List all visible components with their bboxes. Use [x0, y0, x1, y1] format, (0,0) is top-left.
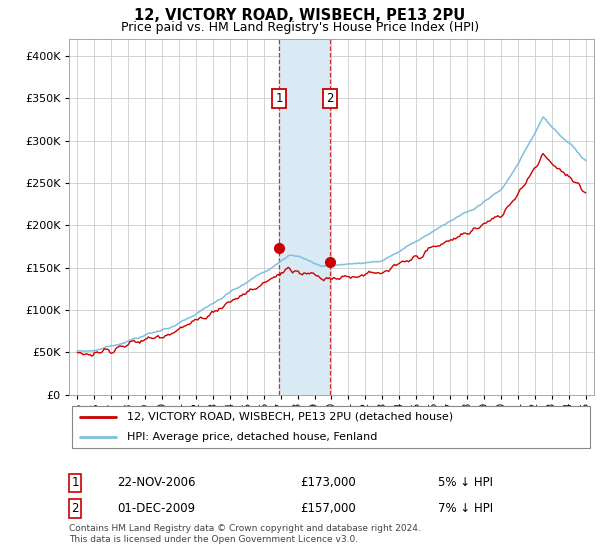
Text: 2: 2 — [71, 502, 79, 515]
Text: 22-NOV-2006: 22-NOV-2006 — [117, 476, 196, 489]
Text: £173,000: £173,000 — [300, 476, 356, 489]
Text: £157,000: £157,000 — [300, 502, 356, 515]
Text: 12, VICTORY ROAD, WISBECH, PE13 2PU: 12, VICTORY ROAD, WISBECH, PE13 2PU — [134, 8, 466, 24]
FancyBboxPatch shape — [71, 405, 590, 449]
Text: 1: 1 — [71, 476, 79, 489]
Bar — [279, 39, 330, 395]
Text: 5% ↓ HPI: 5% ↓ HPI — [438, 476, 493, 489]
Text: This data is licensed under the Open Government Licence v3.0.: This data is licensed under the Open Gov… — [69, 535, 358, 544]
Text: Contains HM Land Registry data © Crown copyright and database right 2024.: Contains HM Land Registry data © Crown c… — [69, 524, 421, 533]
Text: 1: 1 — [275, 92, 283, 105]
Text: Price paid vs. HM Land Registry's House Price Index (HPI): Price paid vs. HM Land Registry's House … — [121, 21, 479, 34]
Text: 2: 2 — [326, 92, 334, 105]
Text: 01-DEC-2009: 01-DEC-2009 — [117, 502, 195, 515]
Text: 12, VICTORY ROAD, WISBECH, PE13 2PU (detached house): 12, VICTORY ROAD, WISBECH, PE13 2PU (det… — [127, 412, 453, 422]
Text: 7% ↓ HPI: 7% ↓ HPI — [438, 502, 493, 515]
Text: HPI: Average price, detached house, Fenland: HPI: Average price, detached house, Fenl… — [127, 432, 377, 442]
